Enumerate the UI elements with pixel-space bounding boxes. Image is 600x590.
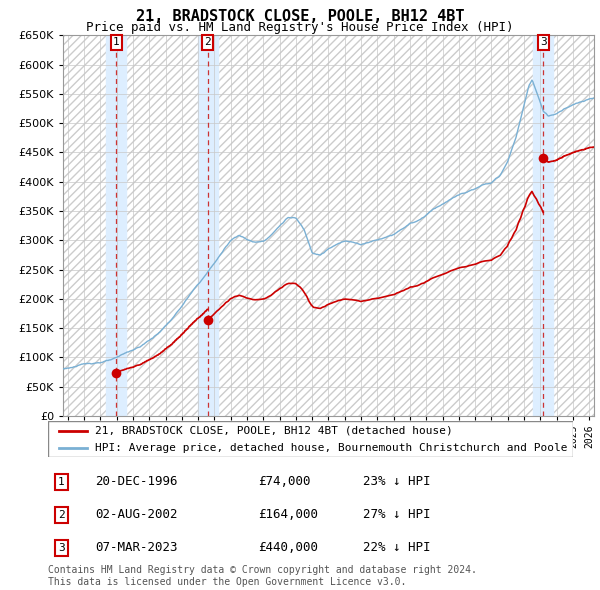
Text: 27% ↓ HPI: 27% ↓ HPI	[363, 508, 431, 522]
Text: 23% ↓ HPI: 23% ↓ HPI	[363, 475, 431, 489]
Text: Price paid vs. HM Land Registry's House Price Index (HPI): Price paid vs. HM Land Registry's House …	[86, 21, 514, 34]
Bar	[106, 35, 126, 416]
FancyBboxPatch shape	[48, 421, 573, 457]
Text: 07-MAR-2023: 07-MAR-2023	[95, 541, 178, 555]
Text: 1: 1	[58, 477, 65, 487]
Text: 22% ↓ HPI: 22% ↓ HPI	[363, 541, 431, 555]
Text: 02-AUG-2002: 02-AUG-2002	[95, 508, 178, 522]
Text: 3: 3	[58, 543, 65, 553]
Text: Contains HM Land Registry data © Crown copyright and database right 2024.
This d: Contains HM Land Registry data © Crown c…	[48, 565, 477, 587]
Text: 1: 1	[113, 37, 119, 47]
Text: 21, BRADSTOCK CLOSE, POOLE, BH12 4BT: 21, BRADSTOCK CLOSE, POOLE, BH12 4BT	[136, 9, 464, 24]
Text: £74,000: £74,000	[258, 475, 311, 489]
Text: 21, BRADSTOCK CLOSE, POOLE, BH12 4BT (detached house): 21, BRADSTOCK CLOSE, POOLE, BH12 4BT (de…	[95, 425, 453, 435]
Bar	[533, 35, 553, 416]
Bar	[198, 35, 218, 416]
Text: 2: 2	[58, 510, 65, 520]
Text: 2: 2	[205, 37, 211, 47]
Text: £164,000: £164,000	[258, 508, 318, 522]
Text: HPI: Average price, detached house, Bournemouth Christchurch and Poole: HPI: Average price, detached house, Bour…	[95, 443, 568, 453]
Text: 20-DEC-1996: 20-DEC-1996	[95, 475, 178, 489]
Text: £440,000: £440,000	[258, 541, 318, 555]
Text: 3: 3	[540, 37, 547, 47]
